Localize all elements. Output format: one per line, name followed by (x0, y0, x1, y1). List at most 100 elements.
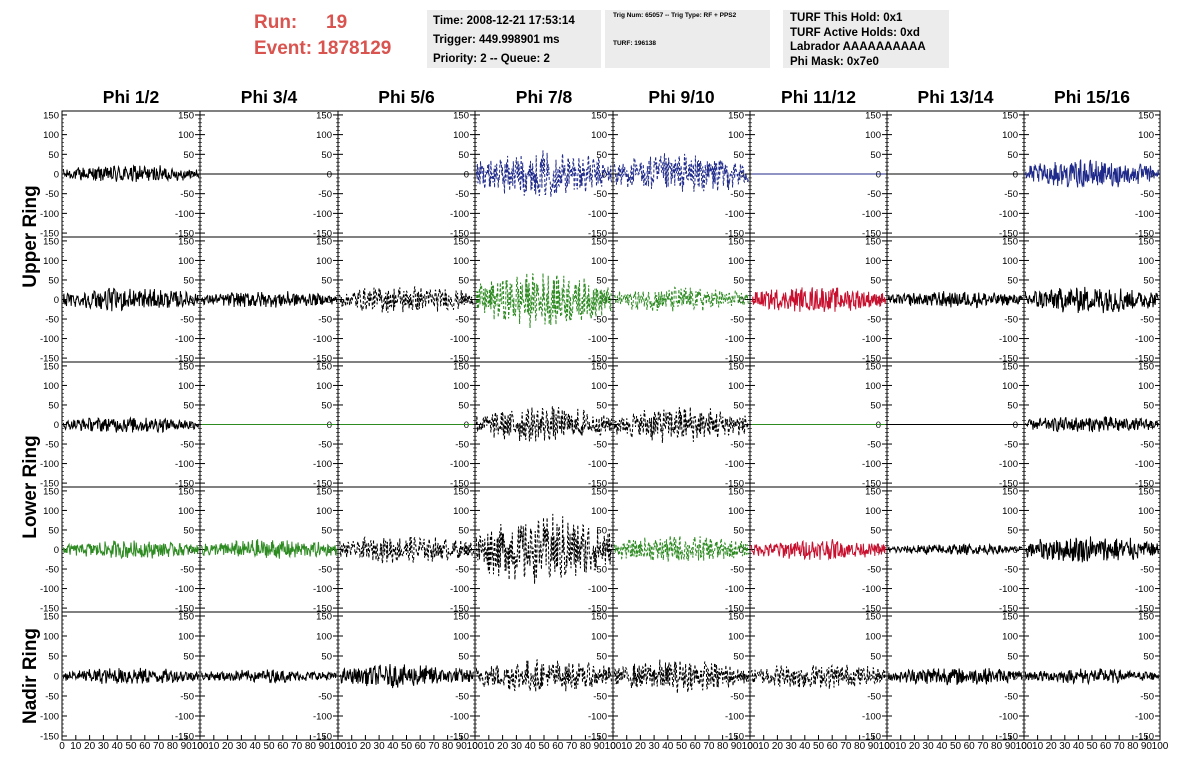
y-tick-label: 150 (316, 612, 332, 623)
y-tick-label: 50 (321, 400, 332, 411)
y-tick-label: -50 (1140, 440, 1154, 451)
y-tick-label: 100 (178, 130, 194, 141)
x-tick-label: 100 (330, 741, 347, 752)
y-tick-label: 150 (728, 236, 744, 247)
x-tick-label: 60 (552, 741, 564, 752)
waveform-series (613, 659, 750, 694)
y-tick-label: -100 (725, 459, 744, 470)
y-tick-label: -100 (450, 209, 469, 220)
x-tick-label: 10 (346, 741, 358, 752)
y-tick-label: -100 (313, 459, 332, 470)
x-tick-label: 30 (923, 741, 935, 752)
x-tick-label: 60 (415, 741, 427, 752)
y-tick-label: 100 (591, 256, 607, 267)
y-tick-label: -50 (1004, 189, 1018, 200)
x-tick-label: 0 (472, 741, 478, 752)
x-tick-label: 90 (594, 741, 606, 752)
y-tick-label: -100 (40, 459, 59, 470)
y-tick-label: 50 (870, 400, 881, 411)
y-tick-label: 150 (43, 110, 59, 121)
x-tick-label: 100 (192, 741, 209, 752)
y-tick-label: -150 (40, 604, 59, 615)
y-tick-label: -50 (867, 565, 881, 576)
x-tick-label: 100 (1016, 741, 1033, 752)
x-tick-label: 60 (139, 741, 151, 752)
y-tick-label: 50 (321, 150, 332, 161)
y-tick-label: 50 (733, 652, 744, 663)
y-tick-label: 150 (1138, 361, 1154, 372)
waveform-series (338, 535, 475, 564)
y-tick-label: -50 (180, 565, 194, 576)
x-tick-label: 40 (799, 741, 811, 752)
column-header: Phi 11/12 (781, 87, 856, 107)
y-tick-label: -100 (999, 209, 1018, 220)
y-tick-label: 100 (316, 256, 332, 267)
y-tick-label: -50 (1004, 440, 1018, 451)
time-info-box: Time: 2008-12-21 17:53:14 Trigger: 449.9… (427, 10, 601, 68)
y-tick-label: -150 (175, 354, 194, 365)
y-tick-label: 100 (178, 381, 194, 392)
y-tick-label: 100 (1002, 381, 1018, 392)
y-tick-label: -50 (180, 315, 194, 326)
y-tick-label: 150 (453, 236, 469, 247)
waveform-series (613, 406, 749, 443)
x-tick-label: 20 (222, 741, 234, 752)
run-event-block: Run: 19 Event: 1878129 (254, 10, 391, 62)
y-tick-label: 50 (321, 275, 332, 286)
y-tick-label: 0 (739, 295, 744, 306)
y-tick-label: -50 (1140, 565, 1154, 576)
y-tick-label: -50 (593, 440, 607, 451)
x-tick-label: 0 (59, 741, 65, 752)
y-tick-label: -50 (867, 692, 881, 703)
y-tick-label: 0 (54, 420, 59, 431)
y-tick-label: 150 (453, 110, 469, 121)
y-tick-label: 50 (596, 275, 607, 286)
y-tick-label: 0 (54, 295, 59, 306)
y-tick-label: 150 (43, 236, 59, 247)
y-tick-label: -100 (862, 334, 881, 345)
y-tick-label: -50 (455, 315, 469, 326)
x-tick-label: 0 (747, 741, 753, 752)
x-tick-label: 80 (167, 741, 179, 752)
y-tick-label: 150 (43, 361, 59, 372)
x-tick-label: 10 (758, 741, 770, 752)
y-tick-label: -150 (175, 604, 194, 615)
y-tick-label: -150 (725, 604, 744, 615)
x-tick-label: 10 (70, 741, 82, 752)
y-tick-label: -150 (725, 354, 744, 365)
turf-info-box: TURF This Hold: 0x1 TURF Active Holds: 0… (783, 10, 949, 68)
y-tick-label: -150 (862, 732, 881, 743)
y-tick-label: 100 (43, 256, 59, 267)
y-tick-label: -50 (45, 692, 59, 703)
y-tick-label: -50 (318, 565, 332, 576)
y-tick-label: -50 (730, 440, 744, 451)
y-tick-label: -100 (725, 209, 744, 220)
waveform-series (750, 539, 887, 561)
y-tick-label: -150 (40, 354, 59, 365)
y-tick-label: -100 (588, 712, 607, 723)
waveform-series (751, 287, 887, 312)
y-tick-label: -100 (1135, 712, 1154, 723)
waveform-series (200, 539, 338, 559)
waveform-series (62, 667, 200, 685)
x-tick-label: 90 (868, 741, 880, 752)
y-tick-label: 150 (865, 486, 881, 497)
y-tick-label: 0 (327, 170, 332, 181)
y-tick-label: 150 (178, 486, 194, 497)
x-tick-label: 20 (1046, 741, 1058, 752)
y-tick-label: 150 (178, 612, 194, 623)
y-tick-label: -50 (180, 189, 194, 200)
y-tick-label: -100 (313, 712, 332, 723)
phi-mask-text: Phi Mask: 0x7e0 (790, 55, 879, 68)
priority-text: Priority: 2 -- Queue: 2 (433, 53, 550, 65)
y-tick-label: -50 (455, 440, 469, 451)
y-tick-label: 50 (458, 150, 469, 161)
waveform-series (475, 513, 613, 584)
waveform-series (1024, 159, 1160, 188)
x-tick-label: 20 (909, 741, 921, 752)
x-tick-label: 30 (786, 741, 798, 752)
ring-label: Lower Ring (20, 435, 41, 538)
y-tick-label: 150 (728, 612, 744, 623)
y-tick-label: -50 (593, 315, 607, 326)
